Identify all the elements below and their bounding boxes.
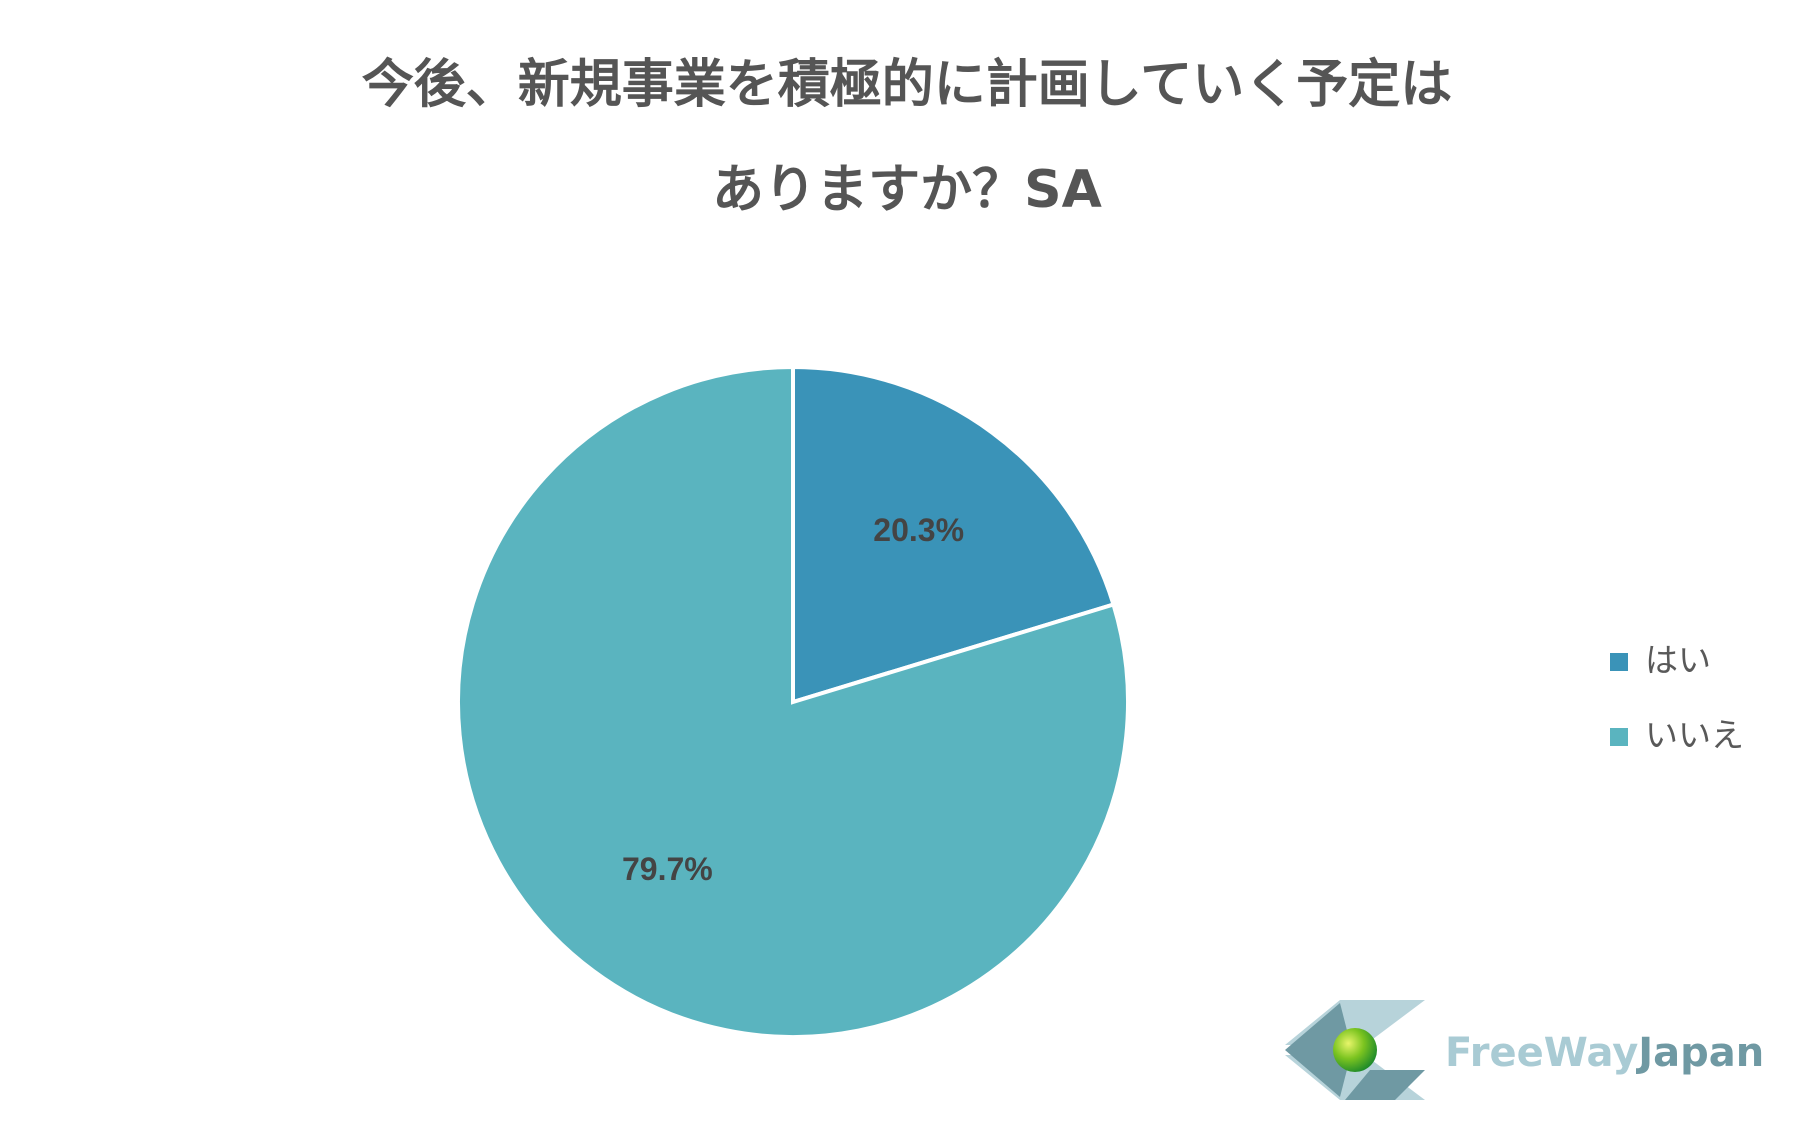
chart-title: ありますか？SA xyxy=(712,160,1102,220)
legend-marker xyxy=(1610,728,1628,746)
chart-title: 今後、新規事業を積極的に計画していく予定は xyxy=(362,55,1452,115)
pie-slice xyxy=(791,364,1116,705)
legend-label: いいえ xyxy=(1645,716,1744,755)
logo: FreeWayJapan xyxy=(1285,1000,1764,1100)
legend-marker xyxy=(1610,653,1628,671)
logo-text-part: Japan xyxy=(1635,1030,1764,1076)
pie-slice xyxy=(456,364,1130,1039)
logo-text-part: FreeWay xyxy=(1445,1030,1638,1076)
data-label: 20.3% xyxy=(873,512,964,548)
logo-shape xyxy=(1285,1003,1352,1097)
logo-ball xyxy=(1333,1028,1377,1072)
data-label: 79.7% xyxy=(622,851,713,887)
legend-label: はい xyxy=(1645,641,1711,680)
logo-shape xyxy=(1345,1070,1425,1100)
logo-text: FreeWayJapan xyxy=(1445,1030,1764,1076)
